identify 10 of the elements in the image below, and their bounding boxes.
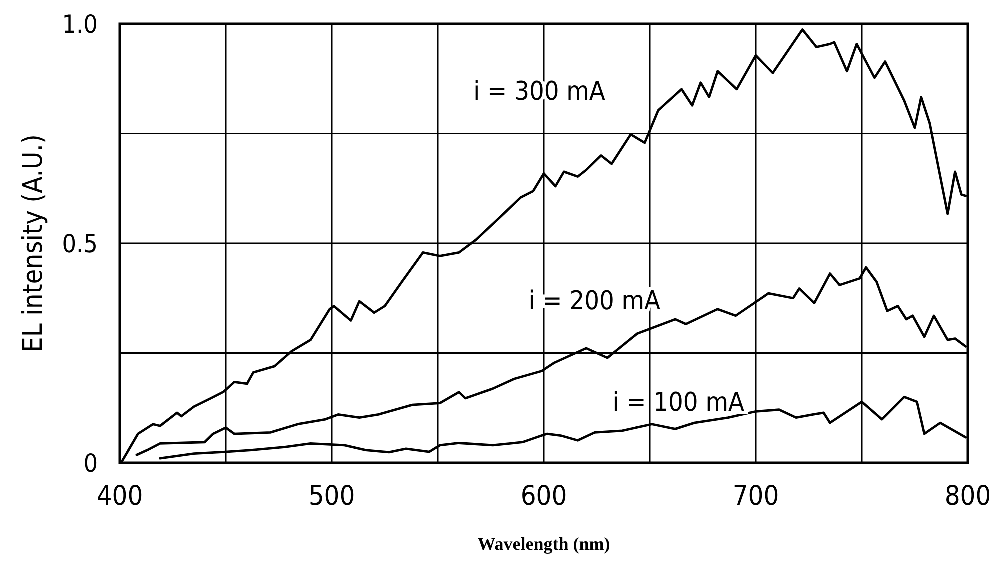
x-axis-title: Wavelength (nm)	[478, 534, 610, 554]
x-tick-label: 500	[308, 481, 356, 512]
x-tick-label: 400	[96, 481, 144, 512]
x-tick-label: 700	[732, 481, 780, 512]
y-tick-label: 1.0	[62, 10, 98, 39]
series-label: i = 100 mA	[612, 388, 744, 418]
y-tick-label: 0.5	[62, 229, 98, 258]
x-tick-label: 600	[520, 481, 568, 512]
y-axis-title: EL intensity (A.U.)	[18, 134, 49, 352]
y-tick-label: 0	[84, 448, 98, 478]
